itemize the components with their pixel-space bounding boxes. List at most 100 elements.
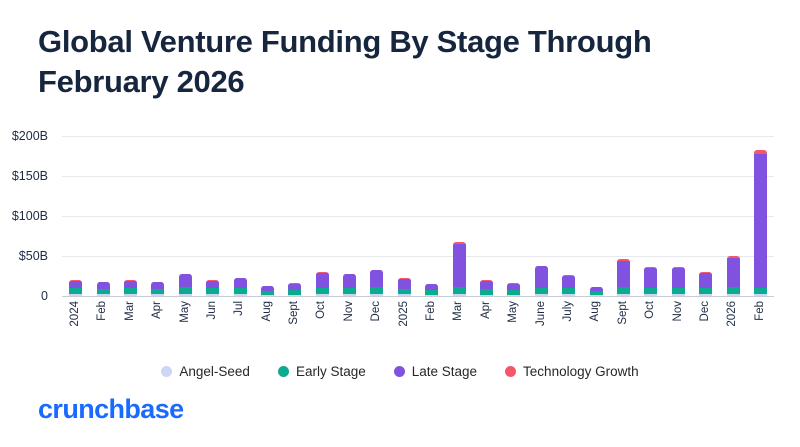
x-axis-label: Dec [370,301,383,322]
x-axis-label: Apr [479,301,492,319]
x-axis-slot: 2026 [719,301,746,351]
bar[interactable] [178,273,192,296]
bar-segment [370,294,384,296]
x-axis-slot: Nov [665,301,692,351]
bar-segment [69,280,83,289]
x-axis-label: Feb [753,301,766,321]
bar[interactable] [370,269,384,296]
bar-slot [445,136,472,296]
legend-item[interactable]: Early Stage [277,364,366,379]
bar-segment [260,294,274,296]
y-axis-label: $100B [11,209,48,223]
bar[interactable] [589,286,603,296]
legend-dot-icon [161,366,173,377]
legend-item[interactable]: Late Stage [393,364,478,379]
x-axis-label: Aug [260,301,273,322]
bar-slot [500,136,527,296]
bar-segment [69,294,83,296]
bar[interactable] [562,275,576,296]
bar-slot [582,136,609,296]
legend-item[interactable]: Technology Growth [505,364,639,379]
bar[interactable] [644,267,658,296]
x-axis-label: Apr [151,301,164,319]
legend-item[interactable]: Angel-Seed [161,364,250,379]
bar-segment [206,280,220,289]
bar[interactable] [69,280,83,296]
bar-slot [610,136,637,296]
bar-segment [206,288,220,295]
x-axis: 2024 Feb Mar Apr May Jun Jul Aug Sept Oct Nov Dec 20… [62,301,774,351]
bar-slot [89,136,116,296]
x-axis-label: Jun [205,301,218,320]
bar-segment [370,270,384,288]
bar[interactable] [534,265,548,296]
x-axis-slot: Apr [473,301,500,351]
bar-segment [534,265,548,267]
bar[interactable] [233,277,247,296]
bar[interactable] [397,278,411,296]
x-axis-label: Mar [123,301,136,321]
y-axis-label: $200B [11,129,48,143]
x-axis-label: Aug [589,301,602,322]
x-axis-slot: Feb [89,301,116,351]
bar[interactable] [617,259,630,296]
x-axis-slot: Feb [747,301,774,351]
bar[interactable] [206,280,220,296]
x-axis-label: Oct [644,301,657,319]
bar[interactable] [452,242,466,296]
bar-segment [425,283,439,285]
bar-segment [315,288,329,295]
bar-segment [315,294,329,296]
bar-segment [753,149,767,154]
legend-label: Technology Growth [523,364,639,379]
bar[interactable] [288,282,302,296]
bar[interactable] [671,267,685,296]
bar-segment [397,294,411,296]
bar-slot [144,136,171,296]
bar-slot [117,136,144,296]
x-axis-label: 2024 [68,301,81,327]
bar[interactable] [343,273,357,296]
bar-segment [425,294,439,296]
bar[interactable] [315,272,329,296]
y-axis-label: $150B [11,169,48,183]
bar-slot [528,136,555,296]
x-axis-slot: July [555,301,582,351]
x-axis-slot: Aug [254,301,281,351]
bar-segment [370,269,384,271]
bar[interactable] [753,149,767,296]
bar-segment [425,284,439,291]
bar-segment [397,279,411,289]
bar-segment [96,288,110,295]
bar-segment [315,272,329,289]
x-axis-slot: Aug [582,301,609,351]
y-axis-label: $50B [18,249,48,263]
crunchbase-logo[interactable]: crunchbase [38,394,184,424]
bar-segment [260,290,274,295]
bar-slot [665,136,692,296]
bar[interactable] [151,281,165,296]
bar[interactable] [507,282,521,296]
x-axis-slot: Mar [117,301,144,351]
legend-label: Early Stage [295,364,366,379]
bar-segment [69,280,83,281]
bar-segment [425,290,439,295]
bar-segment [671,294,685,296]
bar-segment [507,282,521,284]
bar-slot [418,136,445,296]
x-axis-slot: 2024 [62,301,89,351]
bar-segment [178,274,192,288]
legend-label: Late Stage [411,364,478,379]
bar[interactable] [480,280,494,296]
bar[interactable] [425,283,439,296]
bar-slot [692,136,719,296]
bar[interactable] [96,281,110,296]
bar[interactable] [260,285,274,296]
bar[interactable] [699,272,713,296]
bar[interactable] [726,256,740,296]
bar[interactable] [123,280,137,296]
bars [62,136,774,296]
x-axis-slot: Apr [144,301,171,351]
bar-segment [233,278,247,289]
